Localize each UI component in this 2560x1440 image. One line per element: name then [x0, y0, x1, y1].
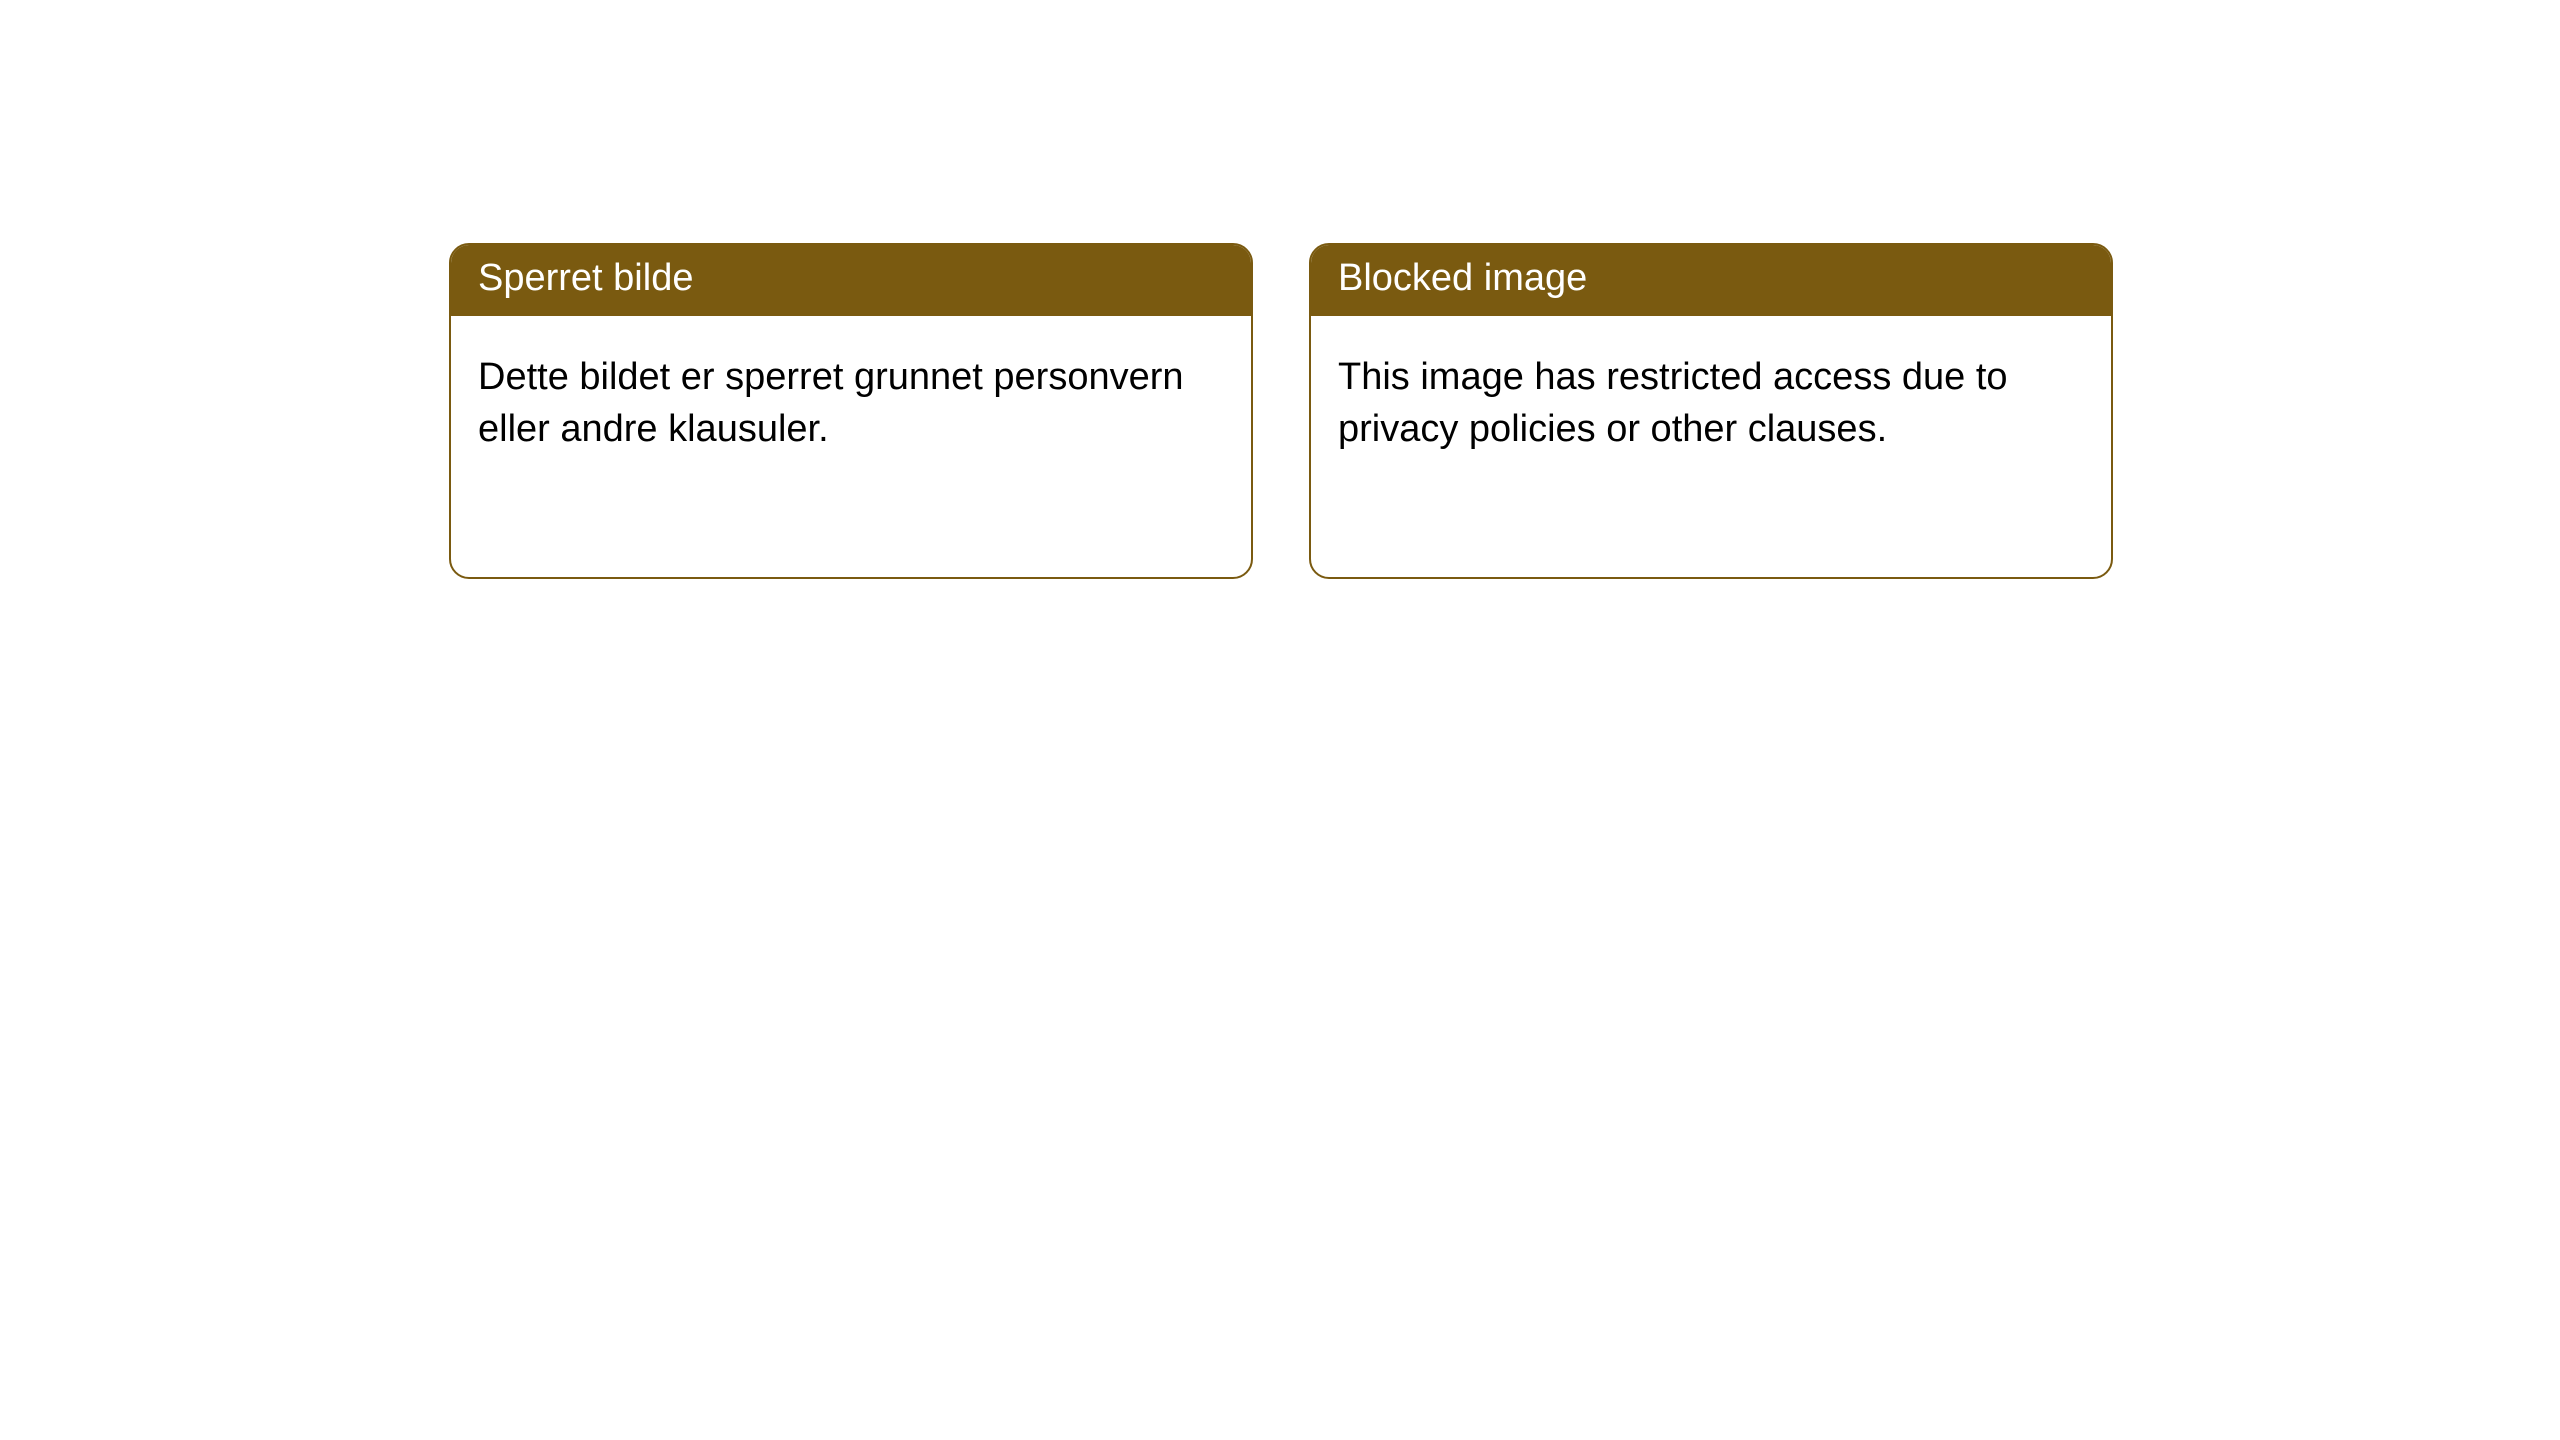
card-title-no: Sperret bilde — [451, 245, 1251, 316]
card-row: Sperret bilde Dette bildet er sperret gr… — [0, 0, 2560, 579]
blocked-image-card-en: Blocked image This image has restricted … — [1309, 243, 2113, 579]
card-body-en: This image has restricted access due to … — [1311, 316, 2111, 491]
card-title-en: Blocked image — [1311, 245, 2111, 316]
card-body-no: Dette bildet er sperret grunnet personve… — [451, 316, 1251, 491]
blocked-image-card-no: Sperret bilde Dette bildet er sperret gr… — [449, 243, 1253, 579]
